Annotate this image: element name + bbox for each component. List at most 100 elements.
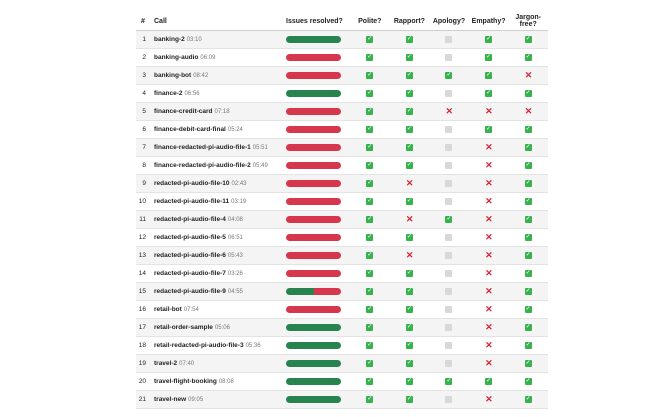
- table-row[interactable]: 3 banking-bot 08:42 ✓ ✓ ✓ ✓ ✕: [136, 66, 548, 85]
- check-icon: ✓: [405, 233, 413, 241]
- call-name-link[interactable]: redacted-pi-audio-file-10: [154, 180, 230, 187]
- header-empathy[interactable]: Empathy?: [468, 12, 509, 31]
- table-row[interactable]: 16 retail-bot 07:54 ✓ ✓ ✕ ✓: [136, 300, 548, 319]
- call-duration: 03:19: [231, 199, 247, 205]
- apology-flag-cell: [429, 264, 469, 283]
- table-row[interactable]: 8 finance-redacted-pi-audio-file-2 05:49 ✓ ✓…: [136, 156, 548, 175]
- call-name-link[interactable]: redacted-pi-audio-file-7: [154, 270, 226, 277]
- check-icon: ✓: [524, 197, 532, 205]
- check-icon: ✓: [405, 341, 413, 349]
- header-number[interactable]: #: [136, 12, 150, 31]
- call-name-link[interactable]: finance-2: [154, 90, 183, 97]
- check-icon: ✓: [405, 71, 413, 79]
- call-name-link[interactable]: retail-redacted-pi-audio-file-3: [154, 342, 244, 349]
- call-duration: 07:54: [183, 307, 199, 313]
- check-icon: ✓: [366, 71, 374, 79]
- header-polite[interactable]: Polite?: [350, 12, 390, 31]
- header-call[interactable]: Call: [150, 12, 284, 31]
- check-icon: ✓: [405, 305, 413, 313]
- rapport-flag-cell: ✕: [389, 210, 430, 229]
- not-applicable-icon: [445, 125, 453, 133]
- table-row[interactable]: 10 redacted-pi-audio-file-11 03:19 ✓ ✓ ✕ ✓: [136, 192, 548, 211]
- call-name-link[interactable]: finance-redacted-pi-audio-file-1: [154, 144, 251, 151]
- call-name-link[interactable]: redacted-pi-audio-file-5: [154, 234, 226, 241]
- check-icon: ✓: [524, 395, 532, 403]
- empathy-flag-cell: ✕: [468, 264, 509, 283]
- call-cell: travel-new 09:05: [150, 390, 284, 409]
- cross-icon: ✕: [524, 105, 533, 116]
- call-name-link[interactable]: redacted-pi-audio-file-9: [154, 288, 226, 295]
- empathy-flag-cell: ✕: [468, 102, 509, 121]
- call-name-link[interactable]: travel-new: [154, 396, 187, 403]
- table-row[interactable]: 9 redacted-pi-audio-file-10 02:43 ✓ ✕ ✕ ✓: [136, 174, 548, 193]
- resolved-fill: [286, 288, 314, 295]
- unresolved-fill: [286, 252, 341, 259]
- empathy-flag-cell: ✓: [468, 48, 509, 67]
- call-name-link[interactable]: redacted-pi-audio-file-4: [154, 216, 226, 223]
- call-name-link[interactable]: travel-2: [154, 360, 178, 367]
- jargon-free-flag-cell: ✓: [508, 156, 548, 175]
- polite-flag-cell: ✓: [350, 192, 390, 211]
- table-row[interactable]: 13 redacted-pi-audio-file-6 05:43 ✓ ✕ ✕ ✓: [136, 246, 548, 265]
- call-name-link[interactable]: banking-bot: [154, 72, 192, 79]
- call-duration: 02:43: [231, 181, 247, 187]
- call-name-link[interactable]: banking-2: [154, 36, 185, 43]
- row-number: 8: [136, 156, 150, 175]
- rapport-flag-cell: ✓: [389, 336, 430, 355]
- table-row[interactable]: 2 banking-audio 06:09 ✓ ✓ ✓ ✓: [136, 48, 548, 67]
- cross-icon: ✕: [445, 105, 454, 116]
- issues-resolved-cell: [284, 210, 350, 229]
- not-applicable-icon: [445, 251, 453, 259]
- resolution-progress-bar: [286, 36, 341, 43]
- row-number: 21: [136, 390, 150, 409]
- call-duration: 06:09: [200, 55, 216, 61]
- check-icon: ✓: [524, 143, 532, 151]
- call-name-link[interactable]: redacted-pi-audio-file-6: [154, 252, 226, 259]
- call-duration: 04:55: [227, 289, 243, 295]
- header-jargon-free[interactable]: Jargon-free?: [508, 12, 548, 31]
- resolved-fill: [286, 342, 341, 349]
- call-name-link[interactable]: redacted-pi-audio-file-11: [154, 198, 230, 205]
- table-row[interactable]: 21 travel-new 09:05 ✓ ✓ ✕ ✓: [136, 390, 548, 409]
- call-name-link[interactable]: banking-audio: [154, 54, 199, 61]
- header-issues-resolved[interactable]: Issues resolved?: [284, 12, 350, 31]
- table-row[interactable]: 1 banking-2 03:10 ✓ ✓ ✓ ✓: [136, 30, 548, 49]
- table-row[interactable]: 12 redacted-pi-audio-file-5 06:51 ✓ ✓ ✕ ✓: [136, 228, 548, 247]
- apology-flag-cell: [429, 246, 469, 265]
- table-row[interactable]: 6 finance-debit-card-final 05:24 ✓ ✓ ✓ ✓: [136, 120, 548, 139]
- polite-flag-cell: ✓: [350, 174, 390, 193]
- table-row[interactable]: 15 redacted-pi-audio-file-9 04:55 ✓ ✓ ✕ ✓: [136, 282, 548, 301]
- call-name-link[interactable]: finance-debit-card-final: [154, 126, 226, 133]
- table-row[interactable]: 17 retail-order-sample 05:06 ✓ ✓ ✕ ✓: [136, 318, 548, 337]
- jargon-free-flag-cell: ✓: [508, 336, 548, 355]
- call-cell: travel-flight-booking 08:08: [150, 372, 284, 391]
- apology-flag-cell: [429, 120, 469, 139]
- table-row[interactable]: 7 finance-redacted-pi-audio-file-1 05:51 ✓ ✓…: [136, 138, 548, 157]
- unresolved-fill: [286, 180, 341, 187]
- call-duration: 08:42: [193, 73, 209, 79]
- table-row[interactable]: 20 travel-flight-booking 08:08 ✓ ✓ ✓ ✓ ✓: [136, 372, 548, 391]
- table-row[interactable]: 14 redacted-pi-audio-file-7 03:26 ✓ ✓ ✕ ✓: [136, 264, 548, 283]
- table-row[interactable]: 11 redacted-pi-audio-file-4 04:08 ✓ ✕ ✓ ✕ ✓: [136, 210, 548, 229]
- call-cell: redacted-pi-audio-file-7 03:26: [150, 264, 284, 283]
- check-icon: ✓: [366, 341, 374, 349]
- check-icon: ✓: [366, 269, 374, 277]
- apology-flag-cell: ✓: [429, 66, 469, 85]
- call-name-link[interactable]: retail-bot: [154, 306, 182, 313]
- check-icon: ✓: [366, 143, 374, 151]
- table-row[interactable]: 5 finance-credit-card 07:18 ✓ ✓ ✕ ✕ ✕: [136, 102, 548, 121]
- table-row[interactable]: 4 finance-2 06:56 ✓ ✓ ✓ ✓: [136, 84, 548, 103]
- header-apology[interactable]: Apology?: [429, 12, 469, 31]
- call-cell: banking-audio 06:09: [150, 48, 284, 67]
- table-row[interactable]: 19 travel-2 07:40 ✓ ✓ ✕ ✓: [136, 354, 548, 373]
- call-name-link[interactable]: finance-credit-card: [154, 108, 213, 115]
- call-name-link[interactable]: travel-flight-booking: [154, 378, 217, 385]
- call-cell: banking-bot 08:42: [150, 66, 284, 85]
- unresolved-fill: [286, 162, 341, 169]
- call-duration: 05:24: [227, 127, 243, 133]
- check-icon: ✓: [524, 233, 532, 241]
- table-row[interactable]: 18 retail-redacted-pi-audio-file-3 05:36 ✓ ✓…: [136, 336, 548, 355]
- header-rapport[interactable]: Rapport?: [389, 12, 430, 31]
- call-name-link[interactable]: finance-redacted-pi-audio-file-2: [154, 162, 251, 169]
- call-name-link[interactable]: retail-order-sample: [154, 324, 213, 331]
